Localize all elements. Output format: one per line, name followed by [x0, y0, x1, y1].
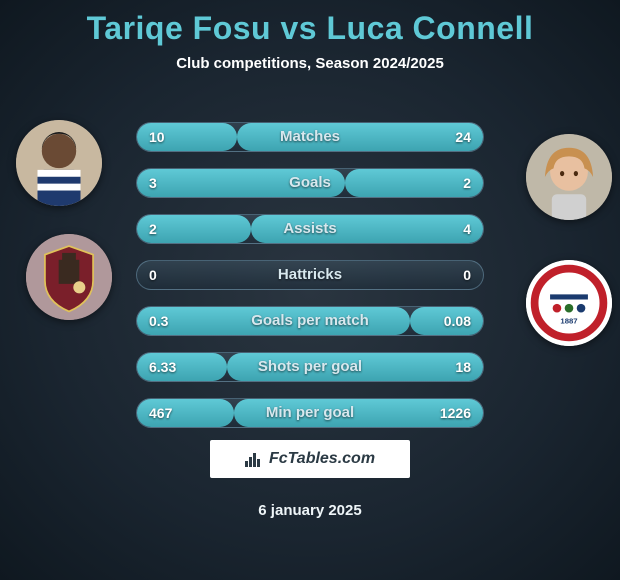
- page-title: Tariqe Fosu vs Luca Connell: [0, 0, 620, 47]
- stat-row: 0Hattricks0: [136, 260, 484, 290]
- stat-row: 467Min per goal1226: [136, 398, 484, 428]
- stat-row: 2Assists4: [136, 214, 484, 244]
- stat-label: Assists: [137, 215, 483, 245]
- brand-logo-icon: [245, 451, 263, 467]
- stat-label: Hattricks: [137, 261, 483, 291]
- club-crest-right: 1887: [526, 260, 612, 346]
- stat-row: 10Matches24: [136, 122, 484, 152]
- stat-value-right: 24: [455, 123, 471, 153]
- svg-text:1887: 1887: [560, 317, 577, 326]
- player-right-avatar: [526, 134, 612, 220]
- stat-value-right: 0.08: [444, 307, 471, 337]
- brand-text: FcTables.com: [269, 450, 375, 468]
- stat-label: Min per goal: [137, 399, 483, 429]
- stat-value-right: 2: [463, 169, 471, 199]
- stat-label: Matches: [137, 123, 483, 153]
- stat-value-right: 4: [463, 215, 471, 245]
- stat-label: Goals per match: [137, 307, 483, 337]
- stats-container: 10Matches243Goals22Assists40Hattricks00.…: [136, 122, 484, 444]
- stat-value-right: 0: [463, 261, 471, 291]
- stat-row: 0.3Goals per match0.08: [136, 306, 484, 336]
- stat-value-right: 18: [455, 353, 471, 383]
- date-label: 6 january 2025: [0, 502, 620, 519]
- stat-value-right: 1226: [440, 399, 471, 429]
- page-subtitle: Club competitions, Season 2024/2025: [0, 55, 620, 72]
- brand-badge: FcTables.com: [210, 440, 410, 478]
- player-left-avatar: [16, 120, 102, 206]
- stat-label: Shots per goal: [137, 353, 483, 383]
- stat-row: 6.33Shots per goal18: [136, 352, 484, 382]
- stat-row: 3Goals2: [136, 168, 484, 198]
- stat-label: Goals: [137, 169, 483, 199]
- club-crest-left: [26, 234, 112, 320]
